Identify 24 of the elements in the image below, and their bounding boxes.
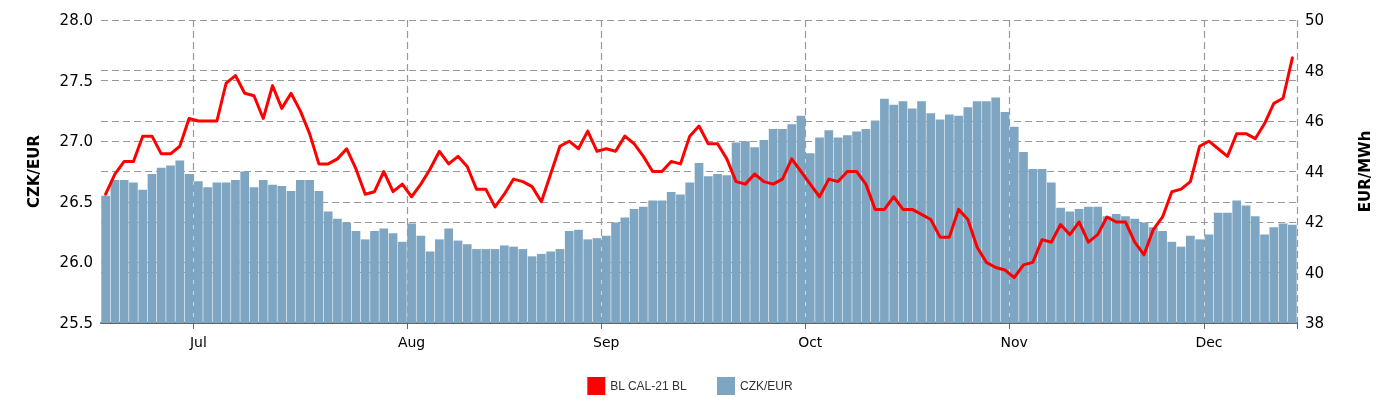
y2-axis-title: EUR/MWh (1355, 130, 1374, 213)
x-tick-label: Dec (1195, 334, 1223, 350)
x-tick-label: Sep (593, 334, 620, 350)
y-axis-title: CZK/EUR (24, 134, 43, 208)
y-tick-label: 27.5 (59, 71, 93, 90)
y-tick-label: 26.0 (59, 253, 93, 272)
y2-tick-label: 50 (1305, 11, 1325, 29)
y2-tick-label: 42 (1305, 213, 1325, 231)
y-tick-label: 28.0 (59, 11, 93, 29)
x-tick-label: Nov (1000, 334, 1028, 350)
y2-tick-label: 38 (1305, 314, 1325, 332)
y-tick-label: 27.0 (59, 132, 93, 151)
y2-tick-label: 48 (1305, 61, 1325, 80)
y2-tick-label: 46 (1305, 112, 1325, 130)
y2-tick-label: 44 (1305, 162, 1325, 181)
y-tick-label: 25.5 (59, 314, 93, 332)
x-tick-label: Jul (188, 334, 207, 350)
legend-label: CZK/EUR (740, 379, 794, 393)
y-tick-label: 26.5 (59, 192, 93, 211)
x-tick-label: Oct (798, 334, 823, 350)
line-series (104, 56, 1294, 280)
y2-tick-label: 40 (1305, 263, 1325, 282)
legend-label: BL CAL-21 BL (610, 379, 687, 393)
x-tick-label: Aug (397, 334, 426, 350)
